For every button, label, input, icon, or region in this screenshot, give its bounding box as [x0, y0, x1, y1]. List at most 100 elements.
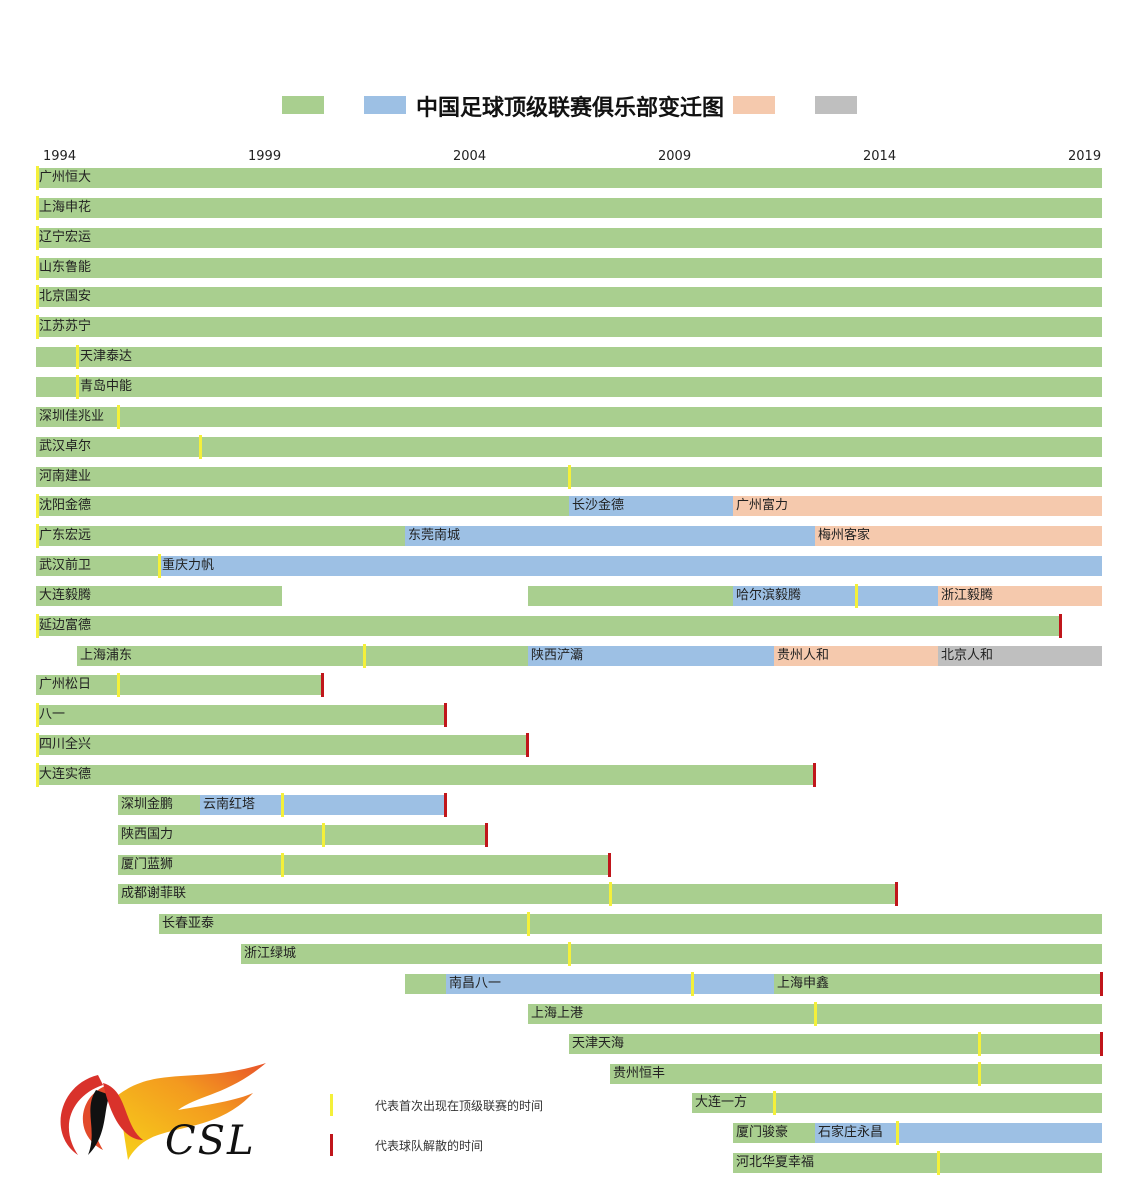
first-appearance-marker: [76, 375, 79, 399]
timeline-segment: [815, 526, 1102, 546]
dissolved-marker: [813, 763, 816, 787]
timeline-segment: [36, 347, 77, 367]
x-tick-label: 2014: [863, 149, 897, 164]
timeline-segment: [528, 646, 774, 666]
timeline-segment: [36, 496, 569, 516]
club-name-label: 成都谢菲联: [121, 886, 187, 901]
first-appearance-marker: [978, 1062, 981, 1086]
dissolved-marker: [485, 823, 488, 847]
club-name-label: 河南建业: [39, 469, 92, 484]
timeline-segment: [36, 377, 77, 397]
club-name-label: 长春亚泰: [162, 916, 215, 931]
club-name-label: 四川全兴: [39, 737, 92, 752]
club-name-label: 武汉卓尔: [39, 439, 92, 454]
club-name-label: 云南红塔: [203, 797, 256, 812]
first-appearance-marker: [609, 882, 612, 906]
first-appearance-marker: [36, 524, 39, 548]
timeline-segment: [77, 646, 528, 666]
first-appearance-marker: [691, 972, 694, 996]
club-name-label: 石家庄永昌: [818, 1125, 884, 1140]
club-name-label: 广东宏远: [39, 528, 92, 543]
timeline-segment: [938, 586, 1102, 606]
chart-title: 中国足球顶级联赛俱乐部变迁图: [416, 96, 725, 121]
club-name-label: 八一: [39, 707, 66, 722]
club-name-label: 上海申鑫: [777, 976, 830, 991]
timeline-segment: [405, 526, 815, 546]
dissolved-marker: [608, 853, 611, 877]
timeline-segment: [36, 765, 815, 785]
first-appearance-marker: [527, 912, 530, 936]
club-name-label: 山东鲁能: [39, 260, 92, 275]
timeline-segment: [159, 914, 1102, 934]
first-appearance-marker: [36, 703, 39, 727]
first-appearance-marker: [773, 1091, 776, 1115]
x-tick-label: 2004: [453, 149, 487, 164]
club-name-label: 南昌八一: [449, 976, 502, 991]
first-appearance-marker: [36, 614, 39, 638]
first-appearance-marker: [117, 673, 120, 697]
timeline-segment: [692, 1093, 1102, 1113]
club-name-label: 北京人和: [941, 648, 994, 663]
club-name-label: 武汉前卫: [39, 558, 92, 573]
club-name-label: 哈尔滨毅腾: [736, 588, 802, 603]
first-appearance-marker: [36, 763, 39, 787]
club-name-label: 上海上港: [531, 1006, 584, 1021]
timeline-segment: [36, 317, 1102, 337]
x-tick-label: 1994: [43, 149, 77, 164]
club-name-label: 广州富力: [736, 498, 789, 513]
club-name-label: 天津天海: [572, 1036, 625, 1051]
timeline-segment: [36, 437, 1102, 457]
timeline-segment: [77, 347, 1102, 367]
club-name-label: 贵州人和: [777, 648, 830, 663]
club-name-label: 东莞南城: [408, 528, 461, 543]
first-appearance-marker: [281, 853, 284, 877]
club-name-label: 河北华夏幸福: [736, 1155, 815, 1170]
timeline-segment: [774, 974, 1102, 994]
timeline-segment: [36, 198, 1102, 218]
club-name-label: 北京国安: [39, 289, 92, 304]
club-name-label: 深圳佳兆业: [39, 409, 105, 424]
club-name-label: 上海浦东: [80, 648, 133, 663]
first-appearance-marker: [117, 405, 120, 429]
dissolved-marker: [895, 882, 898, 906]
first-appearance-marker: [36, 285, 39, 309]
timeline-segment: [118, 825, 487, 845]
timeline-segment: [610, 1064, 1102, 1084]
first-appearance-marker: [937, 1151, 940, 1175]
timeline-segment: [200, 795, 446, 815]
timeline-segment: [36, 258, 1102, 278]
flame-ball-icon: [60, 1063, 266, 1160]
timeline-segment: [241, 944, 1102, 964]
dissolved-legend-label: 代表球队解散的时间: [375, 1139, 484, 1153]
x-tick-label: 1999: [248, 149, 282, 164]
timeline-segment: [733, 496, 1102, 516]
first-appearance-marker: [814, 1002, 817, 1026]
timeline-segment: [36, 287, 1102, 307]
club-name-label: 延边富德: [39, 618, 92, 633]
club-name-label: 长沙金德: [572, 498, 625, 513]
first-appearance-marker: [36, 733, 39, 757]
timeline-segment: [36, 735, 528, 755]
first-appearance-marker: [281, 793, 284, 817]
x-tick-label: 2009: [658, 149, 692, 164]
club-name-label: 厦门骏豪: [736, 1125, 789, 1140]
legend-swatch-green: [282, 96, 324, 114]
first-appearance-marker: [322, 823, 325, 847]
first-appearance-marker: [855, 584, 858, 608]
club-name-label: 广州恒大: [39, 170, 92, 185]
club-name-label: 陕西浐灞: [531, 648, 584, 663]
club-name-label: 梅州客家: [818, 528, 871, 543]
timeline-segment: [733, 586, 938, 606]
timeline-segment: [159, 556, 1102, 576]
first-appearance-marker: [568, 942, 571, 966]
legend-swatch-peach: [733, 96, 775, 114]
club-name-label: 广州松日: [39, 677, 92, 692]
dissolved-marker: [1059, 614, 1062, 638]
legend-swatch-gray: [815, 96, 857, 114]
first-appearance-marker: [199, 435, 202, 459]
first-appearance-marker: [158, 554, 161, 578]
timeline-segment: [733, 1153, 1102, 1173]
first-appearance-marker: [36, 196, 39, 220]
logo-text: CSL: [165, 1118, 256, 1164]
